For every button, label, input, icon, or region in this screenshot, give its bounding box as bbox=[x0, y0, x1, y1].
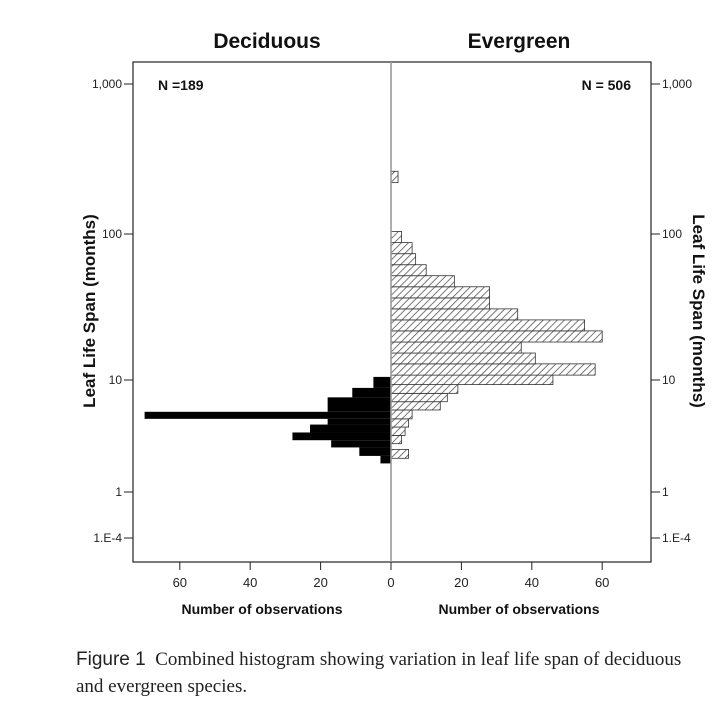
y-tick-label-right: 10 bbox=[662, 373, 676, 387]
deciduous-bar bbox=[327, 418, 391, 425]
ylabel-left: Leaf Life Span (months) bbox=[80, 214, 99, 408]
evergreen-bar bbox=[390, 242, 413, 255]
deciduous-bars bbox=[144, 376, 391, 464]
evergreen-bar bbox=[390, 401, 441, 411]
y-tick-label-left: 1,000 bbox=[92, 77, 122, 91]
evergreen-bar bbox=[390, 231, 402, 244]
evergreen-bar bbox=[390, 297, 490, 310]
deciduous-bar bbox=[327, 397, 391, 412]
evergreen-bar bbox=[390, 264, 427, 277]
deciduous-bar bbox=[331, 440, 391, 448]
x-tick-label-right: 60 bbox=[595, 575, 609, 590]
evergreen-bar bbox=[390, 392, 448, 403]
evergreen-bar bbox=[390, 384, 459, 394]
deciduous-bar bbox=[352, 387, 391, 398]
x-tick-label-left: 60 bbox=[173, 575, 187, 590]
x-tick-label-right: 20 bbox=[454, 575, 468, 590]
deciduous-n-label: N =189 bbox=[158, 77, 204, 93]
x-axis: 60 40 20 0 20 40 60 bbox=[173, 562, 609, 590]
deciduous-bar bbox=[292, 432, 391, 441]
deciduous-bar bbox=[380, 455, 391, 464]
deciduous-bar bbox=[359, 447, 391, 456]
y-tick-label-right: 100 bbox=[662, 227, 682, 241]
evergreen-bars bbox=[390, 170, 603, 459]
y-tick-label-left: 100 bbox=[102, 227, 122, 241]
evergreen-bar bbox=[390, 435, 402, 445]
y-tick-label-left: 1 bbox=[115, 485, 122, 499]
caption-label: Figure 1 bbox=[76, 649, 146, 670]
evergreen-bar bbox=[390, 418, 410, 428]
y-tick-label-right: 1.E-4 bbox=[662, 531, 691, 545]
evergreen-bar bbox=[390, 319, 586, 332]
caption-text: Combined histogram showing variation in … bbox=[76, 649, 682, 697]
deciduous-bar bbox=[310, 424, 391, 433]
evergreen-bar bbox=[390, 409, 413, 420]
x-tick-label-left: 20 bbox=[313, 575, 327, 590]
y-tick-label-left: 1.E-4 bbox=[93, 531, 122, 545]
evergreen-bar bbox=[390, 330, 603, 343]
plot-frame bbox=[132, 61, 652, 563]
evergreen-title: Evergreen bbox=[468, 30, 571, 53]
evergreen-bar bbox=[390, 426, 406, 436]
evergreen-bar bbox=[390, 449, 410, 459]
y-tick-label-right: 1 bbox=[662, 485, 669, 499]
y-tick-label-right: 1,000 bbox=[662, 77, 692, 91]
evergreen-bar bbox=[390, 286, 490, 299]
evergreen-bar bbox=[390, 275, 455, 288]
evergreen-xlabel: Number of observations bbox=[438, 601, 599, 617]
evergreen-n-label: N = 506 bbox=[582, 77, 632, 93]
ylabel-right: Leaf Life Span (months) bbox=[689, 214, 708, 408]
y-axis-right: 1,000 100 10 1 1.E-4 bbox=[651, 77, 692, 545]
evergreen-bar bbox=[390, 308, 519, 321]
evergreen-bar bbox=[390, 352, 536, 365]
deciduous-bar bbox=[144, 411, 391, 419]
deciduous-bar bbox=[373, 376, 391, 388]
evergreen-bar bbox=[390, 341, 522, 354]
deciduous-xlabel: Number of observations bbox=[181, 601, 342, 617]
y-axis-left: 1,000 100 10 1 1.E-4 bbox=[92, 77, 133, 545]
x-tick-label-left: 40 bbox=[243, 575, 257, 590]
x-tick-label-left: 0 bbox=[387, 575, 394, 590]
evergreen-bar bbox=[390, 253, 417, 266]
evergreen-bar bbox=[390, 170, 399, 184]
figure-caption: Figure 1 Combined histogram showing vari… bbox=[76, 646, 706, 700]
deciduous-title: Deciduous bbox=[213, 30, 320, 53]
combined-histogram: 1,000 100 10 1 1.E-4 1,000 100 10 1 1.E-4 60 40 20… bbox=[80, 30, 708, 617]
evergreen-bar bbox=[390, 374, 554, 385]
y-tick-label-left: 10 bbox=[109, 373, 123, 387]
x-tick-label-right: 40 bbox=[525, 575, 539, 590]
evergreen-bar bbox=[390, 363, 596, 376]
